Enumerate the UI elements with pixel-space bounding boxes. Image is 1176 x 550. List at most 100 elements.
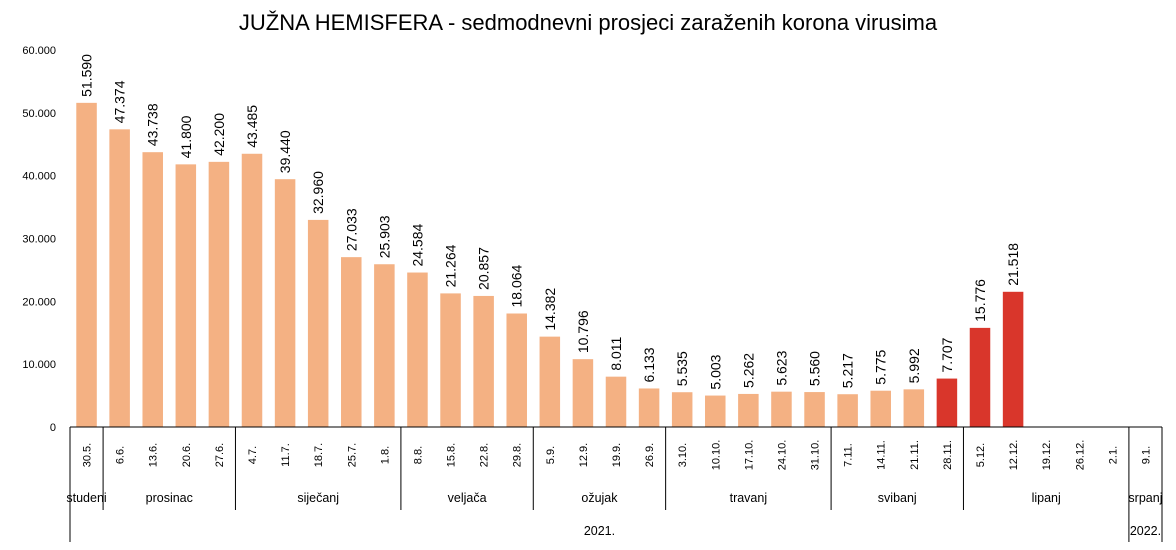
x-tick-label: 5.9. xyxy=(545,446,557,464)
bar xyxy=(804,392,825,427)
data-label: 5.992 xyxy=(906,348,922,383)
data-label: 24.584 xyxy=(409,223,425,266)
data-label: 8.011 xyxy=(608,336,624,370)
x-tick-label: 6.6. xyxy=(115,446,127,464)
x-tick-label: 18.7. xyxy=(313,443,325,467)
month-label: srpanj xyxy=(1128,491,1162,505)
bar xyxy=(936,378,958,427)
year-label: 2022. xyxy=(1130,524,1161,538)
bar xyxy=(539,336,561,427)
x-tick-label: 5.12. xyxy=(975,443,987,467)
x-tick-label: 12.9. xyxy=(578,443,590,467)
data-label: 5.560 xyxy=(807,351,823,386)
y-tick-label: 50.000 xyxy=(22,108,56,120)
month-label: prosinac xyxy=(146,491,193,505)
data-label: 7.707 xyxy=(939,337,955,372)
x-tick-label: 31.10. xyxy=(810,440,822,471)
bar xyxy=(870,390,891,427)
bar xyxy=(572,359,594,427)
bar xyxy=(341,257,362,427)
bar xyxy=(771,391,792,427)
data-labels: 51.590 47.374 43.738 41.800 42.200 43.485 39.4… xyxy=(79,54,1022,390)
month-label: lipanj xyxy=(1032,491,1061,505)
x-tick-label: 29.8. xyxy=(512,443,524,467)
x-tick-label: 17.10. xyxy=(743,440,755,471)
data-label: 27.033 xyxy=(343,208,359,251)
y-tick-label: 10.000 xyxy=(22,359,56,371)
x-tick-label: 19.12. xyxy=(1041,440,1053,471)
x-tick-label: 13.6. xyxy=(148,443,160,467)
month-label: veljača xyxy=(448,491,487,505)
y-tick-label: 0 xyxy=(50,422,56,434)
month-label: studeni xyxy=(66,491,106,505)
data-label: 15.776 xyxy=(972,279,988,322)
y-axis: 0 10.000 20.000 30.000 40.000 50.000 60.000 xyxy=(22,45,56,434)
x-tick-label: 30.5. xyxy=(82,443,94,467)
x-tick-label: 21.11. xyxy=(909,440,921,470)
x-tick-label: 1.8. xyxy=(379,446,391,464)
bar xyxy=(109,129,130,427)
x-tick-label: 8.8. xyxy=(412,446,424,464)
x-tick-label: 3.10. xyxy=(677,443,689,467)
bar xyxy=(605,376,627,427)
x-tick-label: 26.9. xyxy=(644,443,656,467)
x-tick-label: 12.12. xyxy=(1008,440,1020,471)
data-label: 5.262 xyxy=(740,353,756,388)
bar xyxy=(307,219,329,427)
data-label: 5.775 xyxy=(873,349,889,384)
x-tick-label: 25.7. xyxy=(346,443,358,467)
data-label: 5.217 xyxy=(840,353,856,388)
data-label: 5.535 xyxy=(674,351,690,386)
x-tick-label: 4.7. xyxy=(247,446,259,464)
x-tick-label: 7.11. xyxy=(843,443,855,467)
bar xyxy=(1002,291,1024,427)
year-label: 2021. xyxy=(584,524,615,538)
data-label: 10.796 xyxy=(575,310,591,353)
data-label: 47.374 xyxy=(112,80,128,123)
bar xyxy=(208,161,230,428)
month-label: siječanj xyxy=(297,491,339,505)
bar xyxy=(837,394,858,427)
bar xyxy=(903,389,925,427)
bar xyxy=(705,395,726,427)
bar xyxy=(506,313,527,427)
month-label: ožujak xyxy=(581,491,618,505)
bar xyxy=(638,388,660,427)
bar xyxy=(671,392,693,427)
data-label: 21.264 xyxy=(443,244,459,287)
data-label: 41.800 xyxy=(178,115,194,158)
x-tick-label: 11.7. xyxy=(280,443,292,467)
data-label: 43.485 xyxy=(244,105,260,148)
bar xyxy=(440,293,461,427)
x-tick-label: 14.11. xyxy=(876,440,888,470)
data-label: 18.064 xyxy=(509,264,525,307)
bar xyxy=(473,295,494,427)
x-axis: 30.5. 6.6. 13.6. 20.6. 27.6. 4.7. 11.7. 18.7. 25… xyxy=(66,426,1163,542)
y-tick-label: 40.000 xyxy=(22,171,56,183)
y-tick-label: 20.000 xyxy=(22,296,56,308)
data-label: 42.200 xyxy=(211,113,227,156)
data-label: 5.003 xyxy=(707,354,723,389)
data-label: 14.382 xyxy=(542,288,558,331)
x-tick-label: 28.11. xyxy=(942,440,954,470)
data-label: 20.857 xyxy=(476,247,492,290)
bar xyxy=(241,153,263,427)
chart-title: JUŽNA HEMISFERA - sedmodnevni prosjeci z… xyxy=(239,10,938,35)
x-tick-label: 24.10. xyxy=(776,440,788,471)
month-label: svibanj xyxy=(878,491,917,505)
bar xyxy=(738,393,759,427)
y-tick-label: 30.000 xyxy=(22,234,56,246)
data-label: 21.518 xyxy=(1005,243,1021,286)
data-label: 5.623 xyxy=(773,350,789,385)
x-tick-label: 26.12. xyxy=(1074,440,1086,471)
y-tick-label: 60.000 xyxy=(22,45,56,57)
bar xyxy=(142,152,163,427)
data-label: 39.440 xyxy=(277,130,293,173)
data-label: 32.960 xyxy=(310,171,326,214)
data-label: 43.738 xyxy=(145,103,161,146)
bar xyxy=(76,102,97,427)
x-tick-label: 2.1. xyxy=(1107,446,1119,464)
x-tick-label: 20.6. xyxy=(181,443,193,467)
x-tick-label: 19.9. xyxy=(611,443,623,467)
